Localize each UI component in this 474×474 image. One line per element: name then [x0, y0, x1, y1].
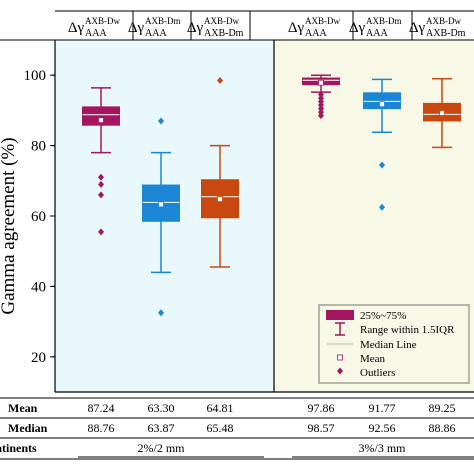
- outlier-point: [318, 94, 324, 102]
- legend-mean-swatch: [337, 354, 343, 361]
- legend-outlier-swatch: [337, 367, 343, 375]
- outlier-point: [158, 117, 164, 125]
- box-3: [201, 76, 239, 268]
- outlier-point: [98, 228, 104, 236]
- table-value: 88.86: [429, 421, 456, 435]
- outlier-point: [379, 203, 385, 211]
- group-header-1: Δγ AXB-Dw AAA: [68, 16, 121, 39]
- table-value: 64.81: [207, 401, 234, 415]
- outlier-point: [98, 191, 104, 199]
- table-value: 92.56: [369, 421, 396, 435]
- legend-entry-4: Mean: [360, 353, 386, 365]
- summary-table: Mean 87.24 63.30 64.81 97.86 91.77 89.25 Median…: [0, 397, 474, 460]
- mean-marker: [379, 101, 385, 108]
- group-header-symbol: Δγ: [288, 20, 305, 36]
- table-value: 97.86: [308, 401, 335, 415]
- box-4: [302, 74, 340, 120]
- outlier-point: [98, 180, 104, 188]
- table-row-label-mean: Mean: [8, 401, 38, 415]
- table-value: 65.48: [207, 421, 234, 435]
- group-header-subscript: AAA: [85, 28, 107, 39]
- group-header-6: Δγ AXB-Dw AXB-Dm: [409, 16, 466, 39]
- table-row-label-criteria: atinents: [0, 441, 37, 455]
- table-value: 87.24: [88, 401, 115, 415]
- group-header-superscript: AXB-Dw: [85, 16, 120, 26]
- legend-entry-1: 25%~75%: [360, 310, 406, 322]
- group-header-subscript: AXB-Dm: [204, 28, 244, 39]
- box-6: [423, 77, 461, 149]
- outlier-point: [98, 173, 104, 181]
- criteria-label-1: 2%/2 mm: [138, 441, 186, 455]
- group-header-symbol: Δγ: [187, 20, 204, 36]
- table-value: 88.76: [88, 421, 115, 435]
- outlier-point: [379, 161, 385, 169]
- outlier-point: [318, 91, 324, 99]
- y-tick-label-80: 80: [31, 139, 46, 155]
- mean-marker: [98, 117, 104, 124]
- table-value: 63.30: [148, 401, 175, 415]
- y-tick-label-40: 40: [31, 279, 46, 295]
- outlier-point: [217, 76, 223, 84]
- group-header-superscript: AXB-Dm: [145, 16, 181, 26]
- group-header-symbol: Δγ: [409, 20, 426, 36]
- group-header-3: Δγ AXB-Dw AXB-Dm: [187, 16, 244, 39]
- legend-entry-2: Range within 1.5IQR: [360, 324, 455, 336]
- legend-box-swatch: [326, 310, 354, 320]
- group-header-superscript: AXB-Dw: [426, 16, 461, 26]
- iqr-box: [201, 179, 239, 219]
- group-header-superscript: AXB-Dw: [305, 16, 340, 26]
- table-value: 89.25: [429, 401, 456, 415]
- group-header-5: Δγ AXB-Dm AAA: [349, 16, 402, 39]
- legend-entry-3: Median Line: [360, 339, 417, 351]
- box-2: [142, 117, 180, 317]
- mean-marker: [439, 110, 445, 116]
- group-header-subscript: AAA: [305, 28, 327, 39]
- group-header-subscript: AAA: [366, 28, 388, 39]
- group-header-symbol: Δγ: [128, 20, 145, 36]
- box-1: [82, 87, 120, 236]
- iqr-box: [82, 106, 120, 126]
- table-value: 63.87: [148, 421, 175, 435]
- box-5: [363, 78, 401, 211]
- criteria-label-2: 3%/3 mm: [359, 441, 407, 455]
- group-header-symbol: Δγ: [349, 20, 366, 36]
- outlier-point: [158, 309, 164, 317]
- y-tick-label-20: 20: [31, 350, 46, 366]
- outlier-point: [318, 112, 324, 120]
- table-value: 91.77: [369, 401, 396, 415]
- table-value: 98.57: [308, 421, 335, 435]
- group-header-subscript: AAA: [145, 28, 167, 39]
- table-row-label-median: Median: [8, 421, 48, 435]
- group-header-2: Δγ AXB-Dm AAA: [128, 16, 181, 39]
- y-tick-label-60: 60: [31, 209, 46, 225]
- outlier-point: [318, 98, 324, 106]
- legend-entry-5: Outliers: [360, 367, 395, 379]
- group-header-symbol: Δγ: [68, 20, 85, 36]
- mean-marker: [318, 79, 324, 86]
- outlier-point: [318, 108, 324, 116]
- y-axis-label: Gamma agreement (%): [0, 137, 19, 314]
- y-tick-label-100: 100: [24, 68, 47, 84]
- group-header-subscript: AXB-Dm: [426, 28, 466, 39]
- group-header-superscript: AXB-Dw: [204, 16, 239, 26]
- group-header-4: Δγ AXB-Dw AAA: [288, 16, 341, 39]
- outlier-point: [318, 101, 324, 109]
- legend: 25%~75% Range within 1.5IQR Median Line Mea…: [318, 304, 470, 384]
- mean-marker: [217, 196, 223, 202]
- iqr-box: [363, 92, 401, 110]
- mean-marker: [158, 201, 164, 208]
- outlier-point: [318, 105, 324, 113]
- group-header-superscript: AXB-Dm: [366, 16, 402, 26]
